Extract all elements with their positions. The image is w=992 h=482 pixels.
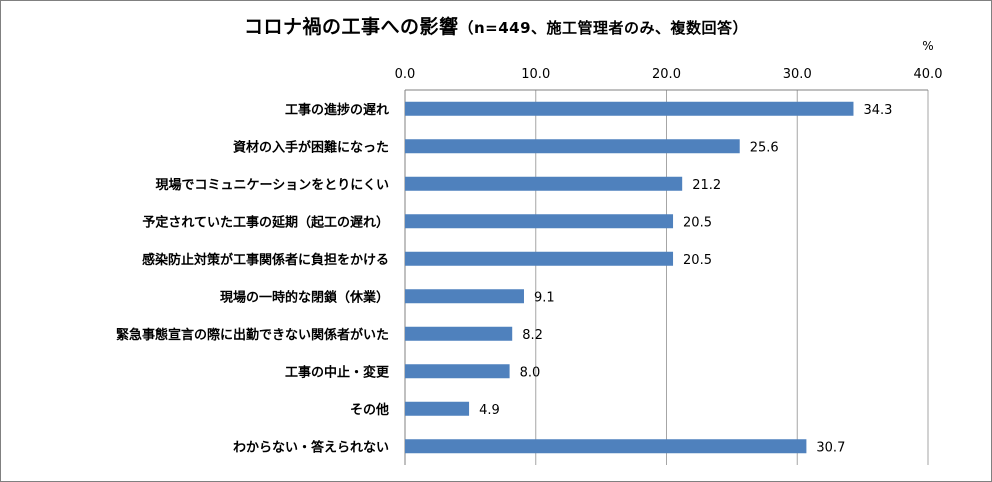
value-label-5: 9.1 (534, 290, 555, 305)
bar-5 (405, 289, 524, 304)
category-label-9: わからない・答えられない (233, 439, 389, 455)
value-label-1: 25.6 (750, 140, 779, 155)
x-tick-label-3: 30.0 (783, 67, 812, 82)
x-tick-label-1: 10.0 (521, 67, 550, 82)
category-label-2: 現場でコミュニケーションをとりにくい (156, 177, 389, 193)
x-tick-label-0: 0.0 (395, 67, 416, 82)
x-tick-label-2: 20.0 (652, 67, 681, 82)
bar-3 (405, 214, 674, 229)
bar-0 (405, 101, 854, 116)
chart-title: コロナ禍の工事への影響（n=449、施工管理者のみ、複数回答） (0, 12, 992, 39)
value-label-6: 8.2 (522, 328, 543, 343)
x-tick-label-4: 40.0 (914, 67, 943, 82)
value-label-8: 4.9 (479, 403, 500, 418)
bar-4 (405, 251, 674, 266)
value-label-layer: 34.3 25.6 21.2 20.5 20.5 9.1 8.2 8.0 4.9 30.7 (479, 103, 892, 456)
category-label-1: 資材の入手が困難になった (233, 139, 389, 155)
category-label-6: 緊急事態宣言の際に出勤できない関係者がいた (116, 327, 389, 343)
chart-subtitle: （n=449、施工管理者のみ、複数回答） (458, 19, 749, 37)
unit-label: % (922, 39, 933, 53)
value-label-9: 30.7 (816, 440, 845, 455)
category-label-3: 予定されていた工事の延期（起工の遅れ） (142, 214, 389, 230)
category-label-4: 感染防止対策が工事関係者に負担をかける (142, 252, 389, 268)
bar-8 (405, 401, 470, 416)
value-label-7: 8.0 (520, 365, 541, 380)
value-label-2: 21.2 (692, 178, 721, 193)
category-label-8: その他 (350, 402, 389, 418)
tick-layer: 0.0 10.0 20.0 30.0 40.0 (395, 67, 943, 82)
bar-layer (405, 101, 854, 454)
bar-1 (405, 139, 740, 154)
category-label-0: 工事の進捗の遅れ (285, 102, 389, 118)
bar-7 (405, 364, 510, 379)
bar-6 (405, 326, 513, 341)
chart-title-main: コロナ禍の工事への影響 (243, 16, 459, 38)
category-label-layer: 工事の進捗の遅れ資材の入手が困難になった現場でコミュニケーションをとりにくい予定… (116, 102, 390, 456)
bar-2 (405, 176, 683, 191)
value-label-3: 20.5 (683, 215, 712, 230)
bar-9 (405, 439, 807, 454)
value-label-0: 34.3 (863, 103, 892, 118)
value-label-4: 20.5 (683, 253, 712, 268)
category-label-5: 現場の一時的な閉鎖（休業） (220, 289, 389, 305)
category-label-7: 工事の中止・変更 (285, 364, 390, 380)
